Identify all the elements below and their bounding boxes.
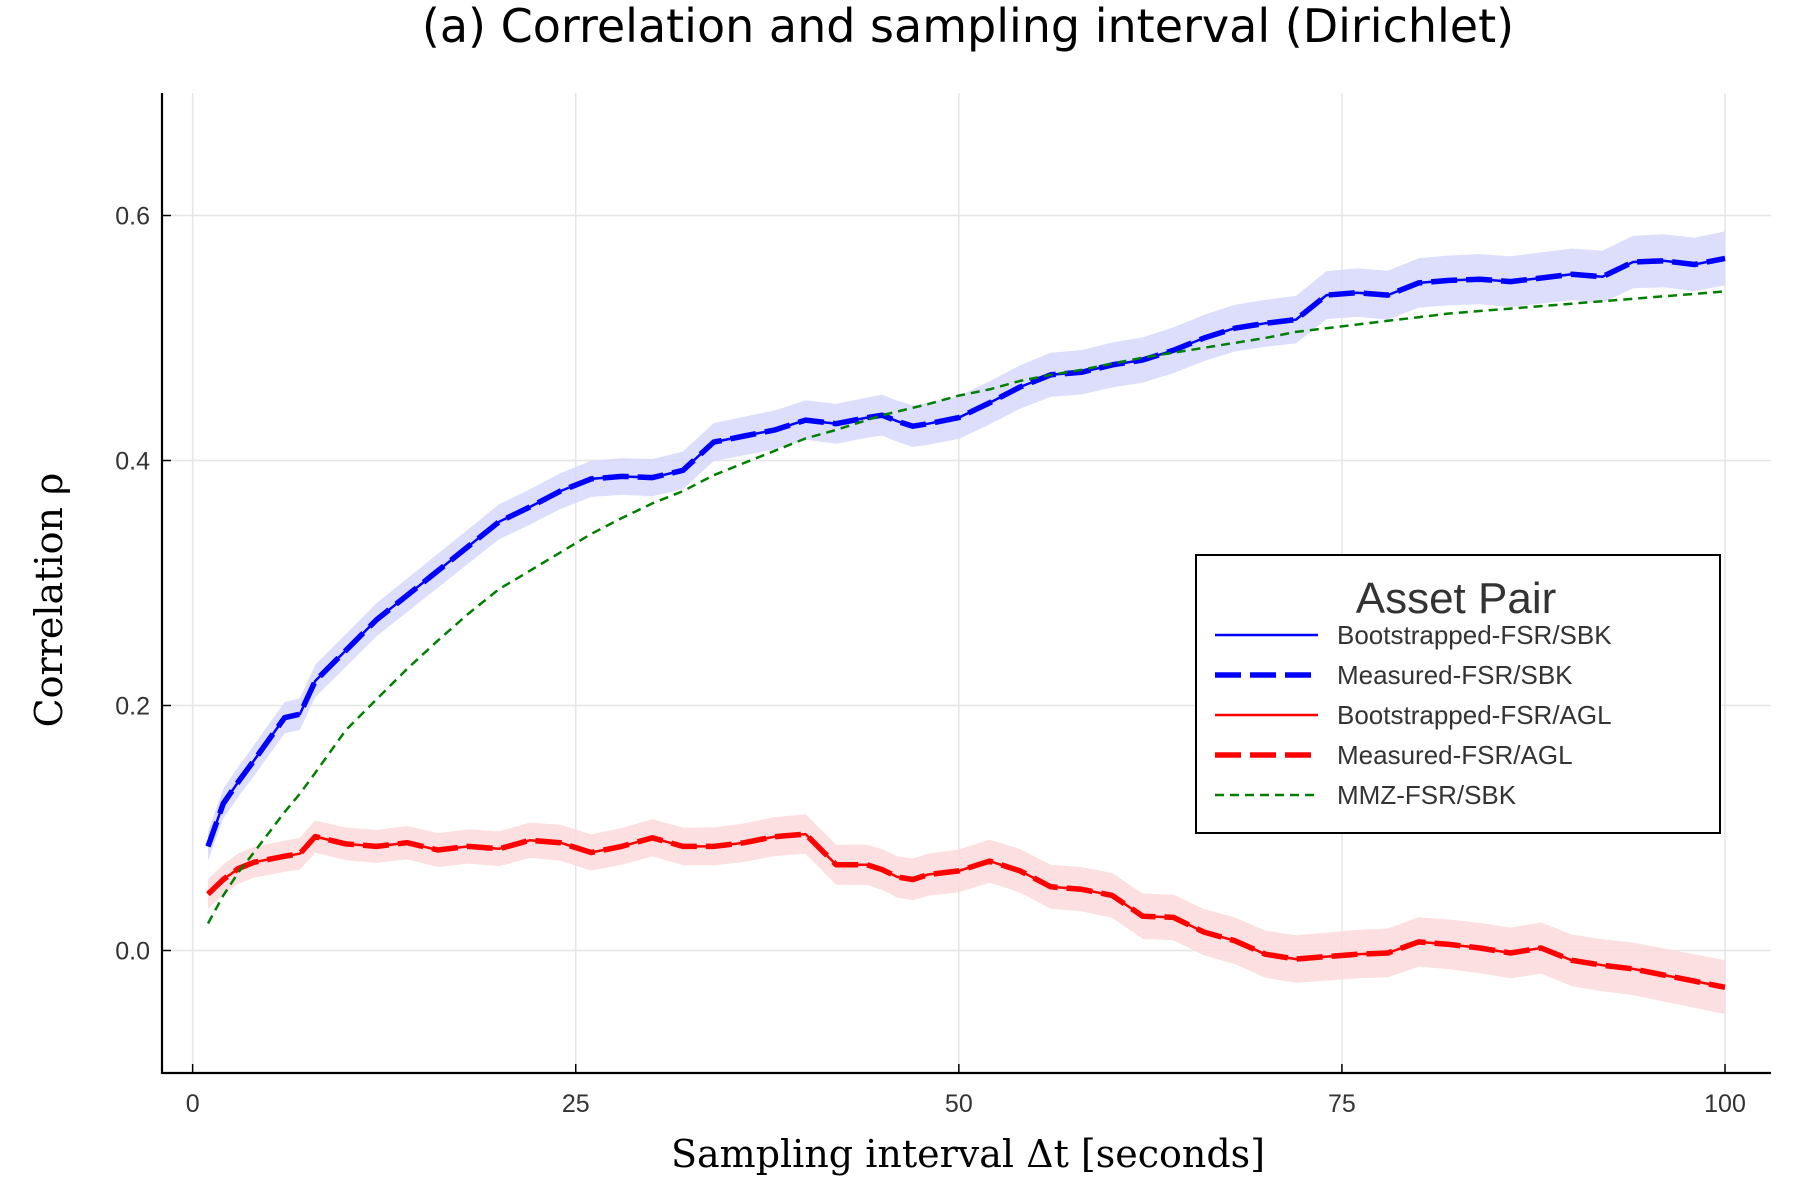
x-tick-label: 75 [1328, 1090, 1356, 1118]
chart-title: (a) Correlation and sampling interval (D… [422, 0, 1514, 53]
y-tick-label: 0.6 [115, 203, 150, 231]
series-measured-fsr-agl [206, 831, 1726, 990]
legend-label: Measured-FSR/SBK [1337, 660, 1573, 690]
confidence-bands [208, 231, 1725, 1015]
x-tick-label: 50 [945, 1090, 973, 1118]
y-axis-label: Correlation ρ [27, 473, 71, 728]
x-tick-label: 0 [186, 1090, 200, 1118]
legend: Asset Pair Bootstrapped-FSR/SBK Measured-… [1195, 554, 1721, 834]
x-tick-label: 25 [562, 1090, 590, 1118]
legend-label: MMZ-FSR/SBK [1337, 780, 1517, 810]
y-tick-label: 0.2 [115, 693, 150, 721]
series-measured-fsr-sbk [205, 255, 1726, 848]
y-tick-label: 0.4 [115, 448, 150, 476]
y-tick-label: 0.0 [115, 938, 150, 966]
legend-entries: Bootstrapped-FSR/SBK Measured-FSR/SBK Boot… [1215, 620, 1612, 810]
x-axis-label: Sampling interval Δt [seconds] [671, 1132, 1265, 1176]
legend-title: Asset Pair [1356, 574, 1557, 623]
legend-label: Bootstrapped-FSR/SBK [1337, 620, 1612, 650]
x-tick-label: 100 [1704, 1090, 1746, 1118]
band-bootstrapped-fsr-agl [208, 814, 1725, 1015]
series-lines [205, 255, 1726, 990]
series-mmz-fsr-sbk [206, 290, 1726, 925]
band-bootstrapped-fsr-sbk [208, 231, 1725, 862]
ticks: 0 25 50 75 100 0.0 0.2 0.4 0.6 [115, 203, 1746, 1119]
legend-box [1195, 554, 1721, 834]
grid [162, 93, 1771, 1073]
legend-label: Bootstrapped-FSR/AGL [1337, 700, 1612, 730]
legend-label: Measured-FSR/AGL [1337, 740, 1573, 770]
